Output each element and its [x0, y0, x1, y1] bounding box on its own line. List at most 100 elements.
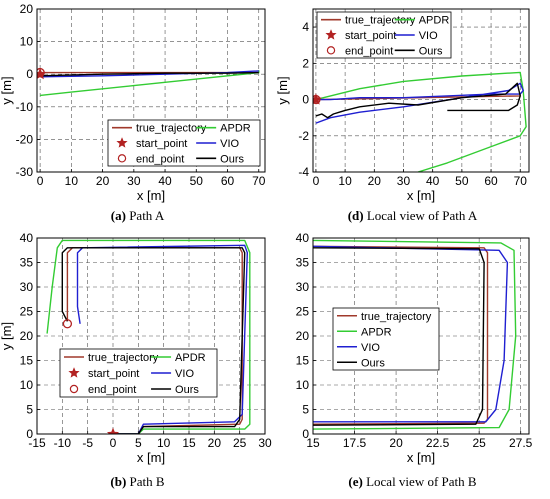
legend-item: start_point	[116, 137, 187, 150]
x-tick-label: 50	[190, 174, 204, 188]
legend-item: end_point	[69, 384, 136, 396]
x-tick-label: 0	[110, 436, 117, 450]
y-tick-label: 40	[296, 231, 310, 245]
legend-label: Ours	[419, 45, 443, 57]
series-line-Ours	[61, 247, 246, 434]
y-tick-label: 40	[20, 231, 34, 245]
start-point-marker	[106, 427, 120, 434]
legend-item: VIO	[151, 368, 194, 380]
series-line-Ours	[40, 71, 259, 77]
legend-label: APDR	[361, 326, 392, 338]
legend-label: end_point	[345, 45, 393, 57]
series-line-VIO	[313, 245, 509, 423]
y-tick-label: 20	[20, 2, 34, 16]
caption-a-label: (a)	[110, 208, 126, 223]
x-tick-label: 60	[221, 174, 235, 188]
caption-e: (e) Local view of Path B	[275, 474, 550, 490]
series-group	[37, 67, 260, 97]
x-tick-label: -5	[82, 436, 93, 450]
caption-a-text: Path A	[125, 208, 165, 223]
caption-d-label: (d)	[347, 208, 364, 223]
legend-label: VIO	[361, 342, 380, 354]
y-tick-label: 30	[296, 280, 310, 294]
legend-circle-marker	[117, 154, 127, 163]
caption-b-label: (b)	[110, 474, 127, 489]
x-tick-label: 10	[338, 174, 352, 188]
legend-label: APDR	[419, 15, 450, 27]
y-tick-label: 0	[26, 67, 33, 81]
legend-label: APDR	[220, 123, 251, 135]
legend-item: true_trajectory	[112, 123, 207, 135]
caption-e-label: (e)	[348, 474, 363, 489]
series-line-true-trajectory	[313, 245, 489, 425]
series-line-APDR	[40, 70, 260, 97]
caption-b: (b) Path B	[0, 474, 275, 490]
y-tick-label: 0	[26, 427, 33, 441]
y-tick-label: 0	[302, 427, 309, 441]
y-tick-label: 35	[20, 256, 34, 270]
series-group	[46, 239, 251, 434]
axes-frame	[312, 8, 530, 173]
legend-item: VIO	[196, 138, 240, 150]
y-axis-label: y [m]	[0, 322, 14, 350]
legend-item: VIO	[337, 342, 380, 354]
legend: true_trajectory APDR start_point VIO end_poi…	[316, 11, 452, 59]
legend-item: APDR	[151, 352, 206, 364]
x-tick-label: -15	[28, 436, 46, 450]
y-tick-label: -4	[298, 165, 309, 179]
x-tick-label: -10	[54, 436, 72, 450]
caption-e-text: Local view of Path B	[362, 474, 477, 489]
legend-item: end_point	[117, 153, 184, 165]
y-tick-label: -30	[16, 165, 34, 179]
x-tick-label: 30	[397, 174, 411, 188]
legend-item: VIO	[394, 30, 438, 42]
x-tick-label: 60	[484, 174, 498, 188]
x-tick-label: 20	[389, 436, 403, 450]
legend-label: end_point	[136, 153, 184, 165]
x-tick-label: 17.5	[343, 436, 367, 450]
legend-item: true_trajectory	[64, 352, 159, 364]
x-tick-label: 5	[135, 436, 142, 450]
x-axis-label: x [m]	[137, 188, 165, 203]
y-tick-label: 0	[302, 93, 309, 107]
y-tick-label: 25	[296, 305, 310, 319]
legend-item: APDR	[394, 15, 450, 27]
end-point-marker	[62, 319, 73, 329]
legend-item: APDR	[337, 326, 392, 338]
axes-frame	[36, 237, 266, 435]
x-axis-label: x [m]	[407, 450, 435, 465]
y-tick-label: 20	[296, 329, 310, 343]
y-tick-label: 30	[20, 280, 34, 294]
x-tick-label: 15	[306, 436, 320, 450]
series-line-Ours	[315, 82, 521, 119]
axes-frame	[36, 8, 266, 173]
legend-label: Ours	[220, 153, 244, 165]
y-tick-label: 4	[302, 20, 309, 34]
panel-e: 15 17.5 20 22.5 25 27.5 0 5 10 15 20 25 30 35 40 x [m] t…	[296, 231, 533, 465]
x-tick-label: 27.5	[509, 436, 533, 450]
series-line-VIO	[76, 244, 249, 434]
legend-box	[332, 307, 440, 371]
legend-circle-marker	[326, 46, 336, 55]
y-tick-label: 5	[302, 403, 309, 417]
legend-label: true_trajectory	[88, 352, 159, 364]
y-tick-label: -10	[16, 100, 34, 114]
x-tick-label: 15	[182, 436, 196, 450]
x-tick-label: 30	[258, 436, 272, 450]
legend-label: APDR	[175, 352, 206, 364]
legend-star-marker	[68, 367, 80, 378]
x-tick-label: 0	[313, 174, 320, 188]
series-line-VIO	[40, 70, 259, 78]
caption-d-text: Local view of Path A	[363, 208, 478, 223]
legend-item: Ours	[196, 153, 244, 165]
x-tick-label: 70	[252, 174, 266, 188]
x-axis-label: x [m]	[137, 450, 165, 465]
legend-label: VIO	[419, 30, 438, 42]
legend-label: Ours	[175, 384, 199, 396]
legend-item: Ours	[394, 45, 443, 57]
legend-label: start_point	[345, 30, 396, 42]
y-tick-label: 15	[296, 354, 310, 368]
legend-label: end_point	[88, 384, 136, 396]
series-group	[313, 71, 527, 172]
